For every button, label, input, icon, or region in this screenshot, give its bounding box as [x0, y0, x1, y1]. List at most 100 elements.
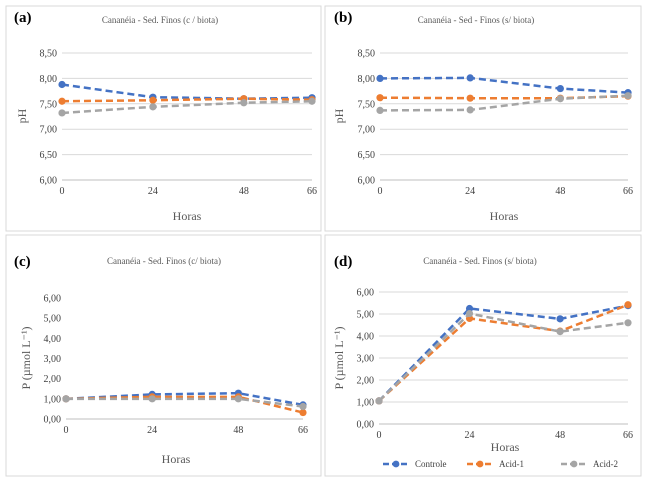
series-line	[66, 397, 304, 408]
data-point	[234, 395, 242, 403]
legend-label: Acid-2	[593, 459, 618, 469]
series-line	[379, 94, 629, 112]
series-line	[378, 303, 629, 402]
series-line	[61, 100, 313, 115]
data-point	[376, 74, 384, 82]
data-point	[308, 97, 316, 105]
data-point	[148, 395, 156, 403]
chart-panel: 0,00 1,00 2,00 3,00 4,00 5,00 6,00 0 24 48 66 Canan…	[324, 234, 642, 477]
y-tick-label: 1,00	[357, 398, 375, 409]
x-tick-label: 48	[233, 425, 243, 436]
panel-letter: (b)	[334, 10, 352, 26]
y-axis-title: P (µmol L⁻¹)	[19, 326, 33, 389]
data-point	[299, 402, 307, 411]
y-tick-label: 8,00	[358, 74, 376, 85]
series-line	[61, 97, 313, 103]
data-point	[299, 408, 307, 417]
y-tick-label: 3,00	[357, 354, 375, 365]
chart-border	[324, 5, 642, 232]
y-axis-title: P (µmol L⁻¹)	[332, 326, 346, 389]
y-tick-label: 6,00	[357, 288, 375, 299]
chart-border	[5, 234, 322, 477]
x-tick-label: 0	[64, 425, 69, 436]
y-tick-label: 5,00	[44, 314, 62, 325]
panel-letter: (d)	[334, 254, 352, 270]
y-tick-label: 0,00	[44, 415, 62, 426]
y-tick-label: 4,00	[44, 334, 62, 345]
data-point	[556, 328, 564, 336]
legend: Controle Acid-1 Acid-2	[383, 459, 618, 469]
y-tick-label: 5,00	[357, 310, 375, 321]
data-point	[375, 397, 383, 405]
data-point	[149, 103, 157, 111]
data-point	[624, 319, 632, 327]
data-point	[240, 99, 248, 107]
x-axis-title: Horas	[173, 209, 202, 223]
x-axis-title: Horas	[490, 209, 519, 223]
y-axis-title: pH	[332, 108, 346, 123]
legend-swatch-marker	[476, 460, 484, 468]
chart-title: Cananéia - Sed. Finos (c/ biota)	[107, 256, 221, 266]
data-point	[58, 109, 66, 117]
y-tick-label: 2,00	[357, 376, 375, 387]
y-tick-label: 8,50	[358, 49, 376, 60]
y-tick-label: 7,00	[358, 125, 376, 136]
data-point	[62, 395, 70, 403]
x-tick-label: 66	[623, 186, 633, 197]
y-tick-label: 6,50	[40, 150, 58, 161]
y-tick-label: 7,50	[358, 99, 376, 110]
y-tick-label: 4,00	[357, 332, 375, 343]
data-point	[624, 92, 632, 100]
data-point	[466, 106, 474, 114]
panel-letter: (a)	[14, 10, 32, 26]
x-tick-label: 0	[378, 186, 383, 197]
legend-label: Acid-1	[499, 459, 524, 469]
data-point	[556, 95, 564, 103]
x-tick-label: 24	[465, 186, 475, 197]
x-tick-label: 66	[298, 425, 308, 436]
data-point	[466, 74, 474, 82]
data-point	[58, 97, 66, 105]
x-tick-label: 48	[239, 186, 249, 197]
x-tick-label: 48	[555, 430, 565, 441]
chart-title: Cananéia - Sed - Finos (s/ biota)	[418, 15, 534, 25]
x-tick-label: 66	[307, 186, 317, 197]
chart-panel: 6,00 6,50 7,00 7,50 8,00 8,50 0 24 48 66 Cananéia …	[5, 5, 322, 232]
chart-border	[5, 5, 322, 232]
y-tick-label: 1,00	[44, 394, 62, 405]
x-tick-label: 0	[60, 186, 65, 197]
x-tick-label: 24	[147, 425, 157, 436]
series-line	[378, 312, 629, 402]
data-point	[556, 315, 564, 323]
chart-panel: 6,00 6,50 7,00 7,50 8,00 8,50 0 24 48 66 Cananéia …	[324, 5, 642, 232]
chart-title: Cananéia - Sed. Finos (c / biota)	[102, 15, 218, 25]
y-tick-label: 6,00	[40, 176, 58, 187]
y-axis-title: pH	[15, 108, 29, 123]
panel-letter: (c)	[14, 254, 31, 270]
chart-title: Cananéia - Sed. Finos (s/ biota)	[423, 256, 536, 266]
chart-panel: 0,00 1,00 2,00 3,00 4,00 5,00 6,00 0 24 48 66 Canan…	[5, 234, 322, 477]
y-tick-label: 7,00	[40, 125, 58, 136]
legend-swatch-marker	[392, 460, 400, 468]
y-tick-label: 8,50	[40, 49, 58, 60]
x-tick-label: 0	[377, 430, 382, 441]
data-point	[149, 96, 157, 104]
y-tick-label: 8,00	[40, 74, 58, 85]
x-axis-title: Horas	[162, 452, 191, 466]
y-tick-label: 7,50	[40, 99, 58, 110]
y-tick-label: 0,00	[357, 420, 375, 431]
y-tick-label: 6,50	[358, 150, 376, 161]
legend-swatch-marker	[570, 460, 578, 468]
x-axis-title: Horas	[491, 440, 520, 454]
data-point	[624, 301, 632, 309]
x-tick-label: 24	[148, 186, 158, 197]
chart-border	[324, 234, 642, 477]
y-tick-label: 3,00	[44, 354, 62, 365]
series-line	[379, 76, 629, 94]
data-point	[465, 309, 474, 318]
series-line	[378, 304, 629, 402]
data-point	[465, 304, 474, 313]
x-tick-label: 24	[465, 430, 475, 441]
y-tick-label: 2,00	[44, 374, 62, 385]
legend-label: Controle	[415, 459, 447, 469]
